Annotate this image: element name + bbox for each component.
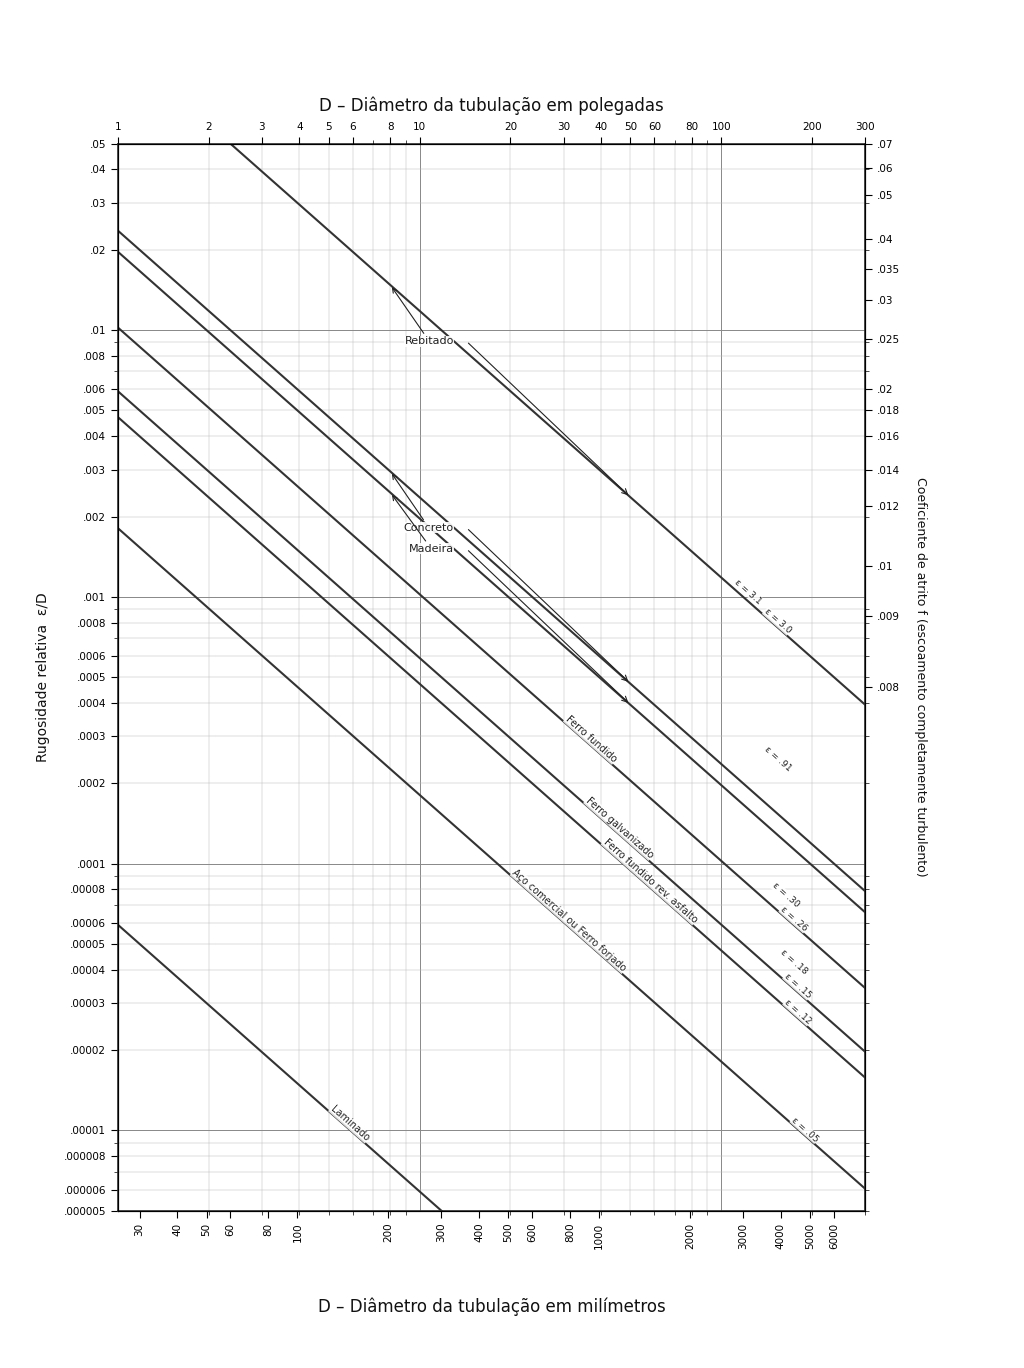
X-axis label: D – Diâmetro da tubulação em milímetros: D – Diâmetro da tubulação em milímetros bbox=[317, 1297, 666, 1316]
Y-axis label: Coeficiente de atrito f (escoamento completamente turbulento): Coeficiente de atrito f (escoamento comp… bbox=[914, 477, 927, 877]
Text: ε = .12: ε = .12 bbox=[782, 997, 813, 1026]
Text: Rebitado: Rebitado bbox=[392, 289, 454, 346]
Text: Laminado: Laminado bbox=[329, 1104, 372, 1142]
Y-axis label: Rugosidade relativa  ε/D: Rugosidade relativa ε/D bbox=[36, 592, 49, 762]
Text: ε = 3.0: ε = 3.0 bbox=[762, 607, 793, 635]
Text: ε = .26: ε = .26 bbox=[778, 904, 809, 933]
Text: Madeira: Madeira bbox=[392, 495, 454, 554]
Text: Aço comercial ou Ferro forjado: Aço comercial ou Ferro forjado bbox=[510, 867, 628, 974]
Text: Ferro fundido rev. asfalto: Ferro fundido rev. asfalto bbox=[601, 837, 698, 925]
Text: ε = .30: ε = .30 bbox=[771, 881, 801, 910]
Text: ε = .15: ε = .15 bbox=[782, 971, 813, 1000]
Text: Concreto: Concreto bbox=[392, 475, 454, 532]
Text: ε = 3.1: ε = 3.1 bbox=[733, 577, 763, 606]
Text: ε = .91: ε = .91 bbox=[762, 746, 793, 773]
Text: Ferro fundido: Ferro fundido bbox=[563, 714, 618, 765]
Text: Ferro galvanizado: Ferro galvanizado bbox=[584, 796, 655, 860]
X-axis label: D – Diâmetro da tubulação em polegadas: D – Diâmetro da tubulação em polegadas bbox=[319, 96, 664, 115]
Text: ε = .05: ε = .05 bbox=[790, 1115, 820, 1144]
Text: ε = .18: ε = .18 bbox=[778, 948, 809, 975]
